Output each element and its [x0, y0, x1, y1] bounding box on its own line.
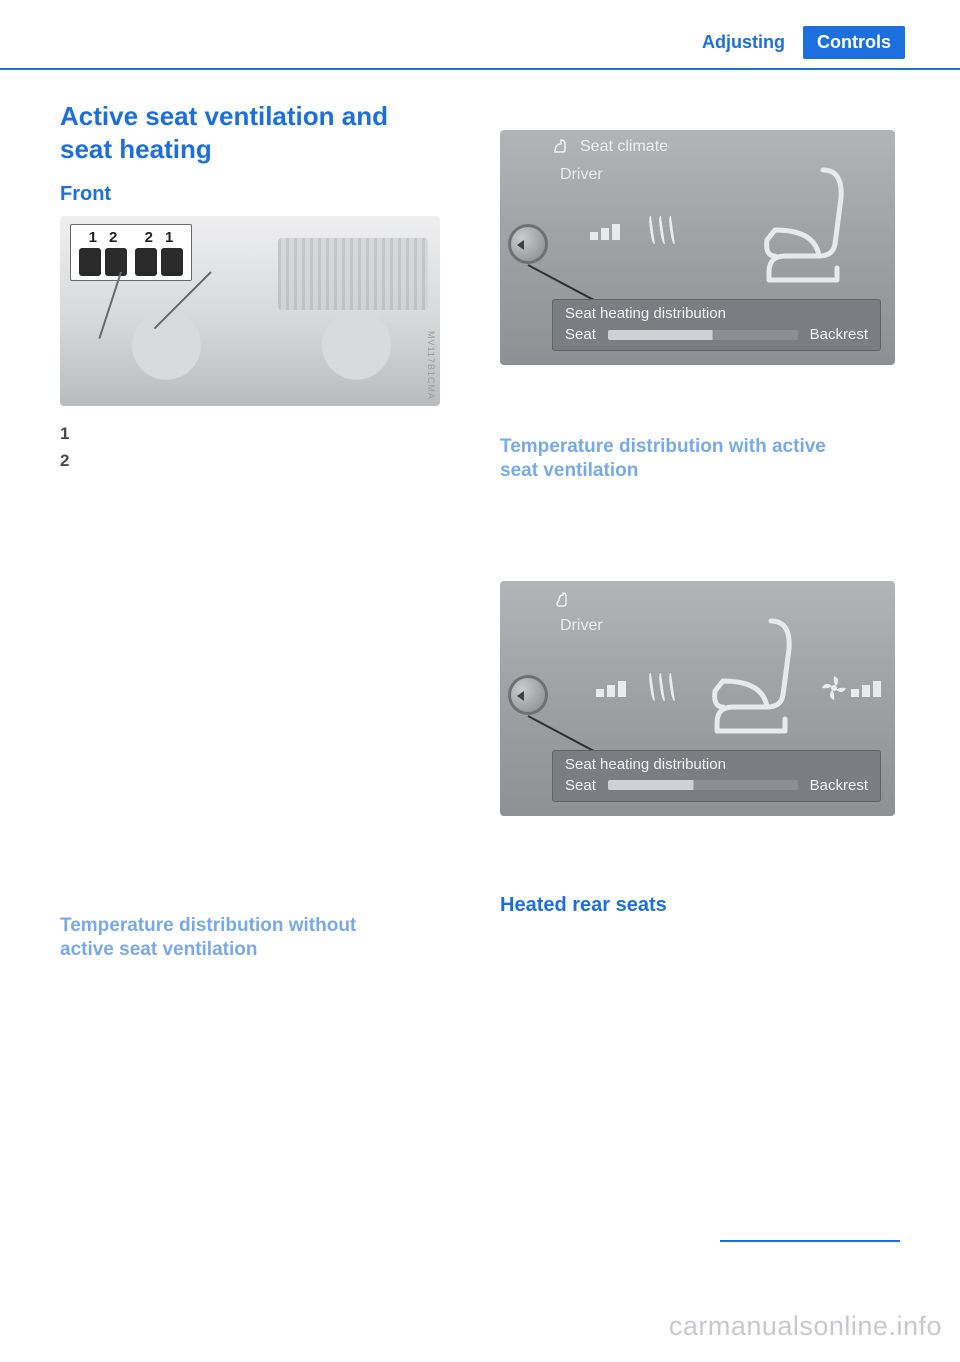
- spacer: [500, 100, 900, 130]
- temp-dist-with-heading: Temperature distribution with active sea…: [500, 435, 900, 483]
- right-column: Seat climate Driver Seat heating distrib…: [500, 100, 900, 970]
- callout-num: 2: [109, 229, 117, 246]
- spacer: [500, 836, 900, 886]
- seat-climate-screenshot: Seat climate Driver Seat heating distrib…: [500, 130, 895, 365]
- figure-code: MV117B1CMA: [426, 331, 436, 400]
- header-chapter-pill: Controls: [803, 26, 905, 59]
- front-heading: Front: [60, 183, 460, 206]
- page-header: Adjusting Controls: [0, 0, 960, 70]
- screenshot-titlebar: Seat climate: [552, 138, 668, 156]
- seat-outline-icon: [695, 613, 815, 743]
- header-section: Adjusting: [702, 32, 785, 53]
- dist-slider[interactable]: [608, 330, 798, 340]
- legend-row-1: 1: [60, 420, 460, 447]
- seat-icon: [554, 591, 572, 609]
- heat-level-bars: [596, 681, 626, 697]
- pointer-line: [528, 715, 600, 754]
- heading-line: seat ventilation: [500, 460, 638, 481]
- heating-distribution-panel: Seat heating distribution Seat Backrest: [552, 299, 881, 351]
- fan-icon: [819, 673, 849, 703]
- heading-line: Temperature distribution with active: [500, 436, 826, 457]
- spacer: [60, 474, 460, 904]
- heated-rear-seats-heading: Heated rear seats: [500, 894, 900, 917]
- main-heading: Active seat ventilation and seat heating: [60, 100, 460, 165]
- callout-num: 1: [165, 229, 173, 246]
- heading-line: Temperature distribution without: [60, 915, 356, 936]
- heating-distribution-panel: Seat heating distribution Seat Backrest: [552, 750, 881, 802]
- seat-climate-icon: [552, 138, 572, 156]
- seat-heat-button-icon: [79, 248, 101, 276]
- seat-outline-icon: [745, 160, 865, 290]
- idrive-knob-icon: [508, 675, 548, 715]
- callout-pointer: [98, 272, 122, 339]
- seat-vent-button-icon: [105, 248, 127, 276]
- left-column: Active seat ventilation and seat heating…: [60, 100, 460, 970]
- spacer: [500, 491, 900, 581]
- header-breadcrumb: Adjusting Controls: [702, 26, 905, 59]
- screenshot-title: Seat climate: [580, 138, 668, 156]
- legend-row-2: 2: [60, 447, 460, 474]
- dist-right-label: Backrest: [810, 326, 868, 343]
- driver-label: Driver: [560, 166, 603, 184]
- heading-line: active seat ventilation: [60, 939, 257, 960]
- heat-waves-icon: [650, 673, 676, 701]
- seat-ventilation-screenshot: Driver: [500, 581, 895, 816]
- dist-left-label: Seat: [565, 777, 596, 794]
- main-heading-line1: Active seat ventilation and: [60, 101, 388, 131]
- dist-right-label: Backrest: [810, 777, 868, 794]
- main-heading-line2: seat heating: [60, 134, 212, 164]
- driver-label: Driver: [560, 617, 603, 635]
- callout-num: 1: [89, 229, 97, 246]
- climate-control-figure: 1 2 2 1: [60, 216, 440, 406]
- callout-num: 2: [145, 229, 153, 246]
- watermark: carmanualsonline.info: [669, 1311, 942, 1342]
- dist-title: Seat heating distribution: [565, 756, 868, 773]
- seat-heat-button-icon: [161, 248, 183, 276]
- dist-slider[interactable]: [608, 780, 798, 790]
- heat-waves-icon: [650, 216, 676, 244]
- temp-dist-without-heading: Temperature distribution without active …: [60, 914, 460, 962]
- seat-vent-button-icon: [135, 248, 157, 276]
- heat-level-bars: [590, 224, 620, 240]
- figure-callout-box: 1 2 2 1: [70, 224, 192, 281]
- dist-left-label: Seat: [565, 326, 596, 343]
- page-body: Active seat ventilation and seat heating…: [0, 70, 960, 970]
- dist-title: Seat heating distribution: [565, 305, 868, 322]
- pointer-line: [528, 264, 600, 303]
- spacer: [500, 385, 900, 425]
- page-footer-rule: [720, 1240, 900, 1242]
- idrive-knob-icon: [508, 224, 548, 264]
- air-vent-graphic: [278, 238, 428, 310]
- fan-level-bars: [851, 681, 881, 697]
